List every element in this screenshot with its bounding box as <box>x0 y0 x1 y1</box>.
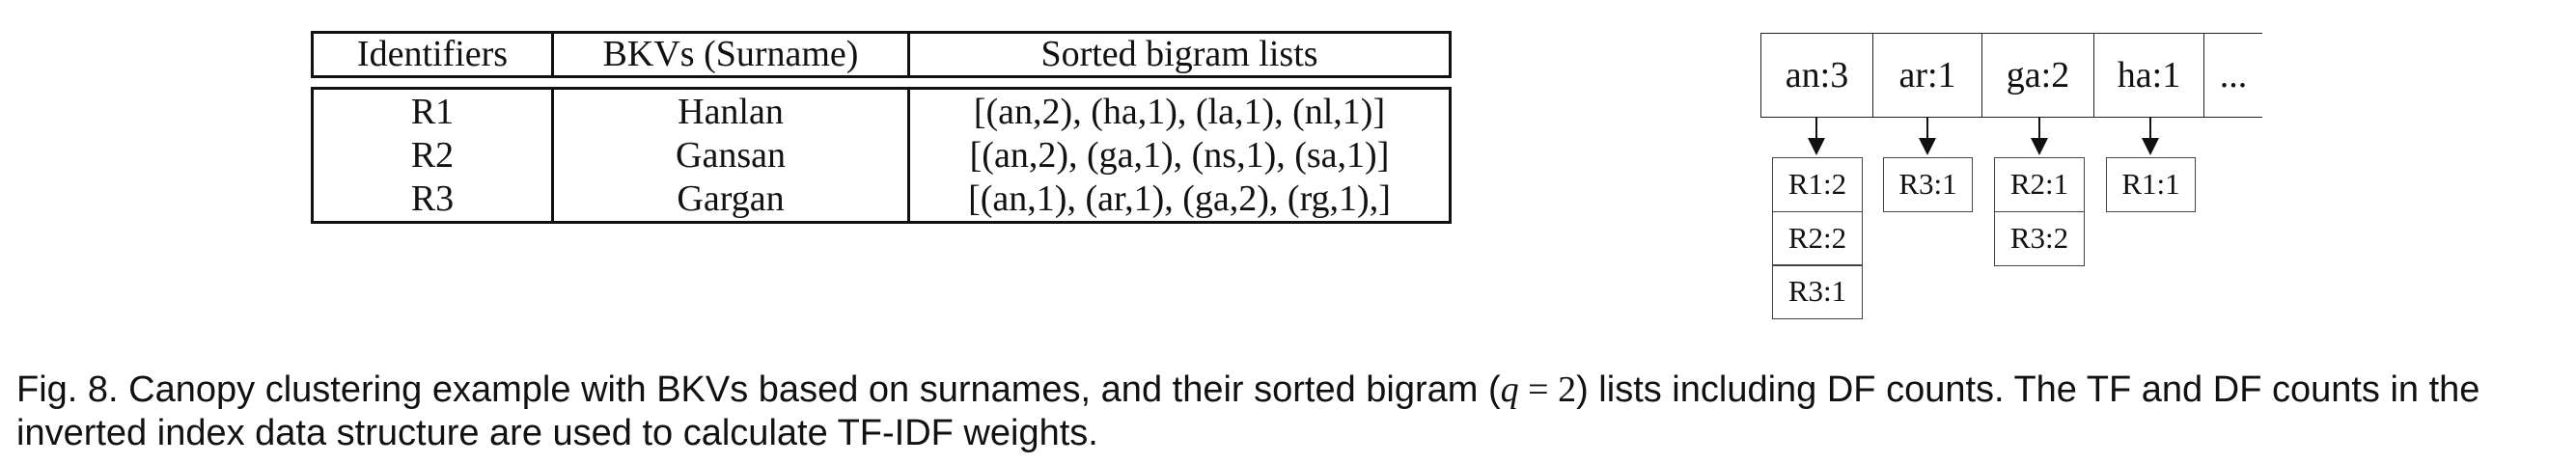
table-header: Identifiers BKVs (Surname) Sorted bigram… <box>311 31 1452 78</box>
posting-cell: R3:1 <box>1883 157 1973 212</box>
posting-list: R2:1 R3:2 <box>1994 157 2085 266</box>
header-identifiers: Identifiers <box>356 34 509 74</box>
posting-cell: R1:2 <box>1772 157 1863 212</box>
index-key-cell: ga:2 <box>1982 34 2094 117</box>
posting-cell: R2:2 <box>1772 210 1863 266</box>
bigram-list-cell: [(an,1), (ar,1), (ga,2), (rg,1),] <box>968 177 1391 219</box>
bkvs-column: Hanlan Gansan Gargan <box>551 90 907 221</box>
bkv-cell: Gansan <box>676 134 786 176</box>
posting-list: R3:1 <box>1883 157 1973 212</box>
caption-text-end: ) lists including DF counts. The TF and … <box>16 369 2480 453</box>
arrow-down-icon <box>1808 117 1825 155</box>
caption-text: Fig. 8. Canopy clustering example with B… <box>16 369 1501 410</box>
bigram-list-cell: [(an,2), (ga,1), (ns,1), (sa,1)] <box>969 134 1390 176</box>
posting-list: R1:1 <box>2106 157 2196 212</box>
caption-math: q = 2 <box>1501 369 1576 410</box>
table-body: R1 R2 R3 Hanlan Gansan Gargan [(an,2), (… <box>311 87 1452 224</box>
arrow-down-icon <box>2031 117 2048 155</box>
bigram-list-cell: [(an,2), (ha,1), (la,1), (nl,1)] <box>973 91 1386 132</box>
identifier-cell: R2 <box>410 134 455 176</box>
bigrams-column: [(an,2), (ha,1), (la,1), (nl,1)] [(an,2)… <box>907 90 1449 221</box>
index-key-cell: an:3 <box>1761 34 1873 117</box>
index-key-ellipsis: ... <box>2219 55 2248 96</box>
caption-math-variable: q <box>1500 369 1519 410</box>
bkv-cell: Hanlan <box>678 91 784 132</box>
figure-caption: Fig. 8. Canopy clustering example with B… <box>16 368 2564 455</box>
posting-cell: R3:2 <box>1994 210 2085 266</box>
posting-cell: R2:1 <box>1994 157 2085 212</box>
index-keys-row: an:3 ar:1 ga:2 ha:1 ... <box>1760 33 2262 118</box>
header-sorted-bigram-lists: Sorted bigram lists <box>907 34 1449 75</box>
arrow-down-icon <box>2142 117 2159 155</box>
posting-list: R1:2 R2:2 R3:1 <box>1772 157 1863 319</box>
caption-math-value: = 2 <box>1518 369 1577 410</box>
identifier-cell: R1 <box>410 91 455 132</box>
inverted-index-diagram: an:3 ar:1 ga:2 ha:1 ... R1:2 R2:2 R3:1 R… <box>1760 33 2262 332</box>
posting-cell: R3:1 <box>1772 264 1863 319</box>
index-key-cell: ha:1 <box>2094 34 2204 117</box>
bigram-table: Identifiers BKVs (Surname) Sorted bigram… <box>311 31 1452 224</box>
identifiers-column: R1 R2 R3 <box>314 90 551 221</box>
posting-cell: R1:1 <box>2106 157 2196 212</box>
header-bkvs: BKVs (Surname) <box>551 34 907 75</box>
identifier-cell: R3 <box>410 177 455 219</box>
index-key-cell: ar:1 <box>1873 34 1982 117</box>
arrow-down-icon <box>1919 117 1936 155</box>
bkv-cell: Gargan <box>677 177 785 219</box>
